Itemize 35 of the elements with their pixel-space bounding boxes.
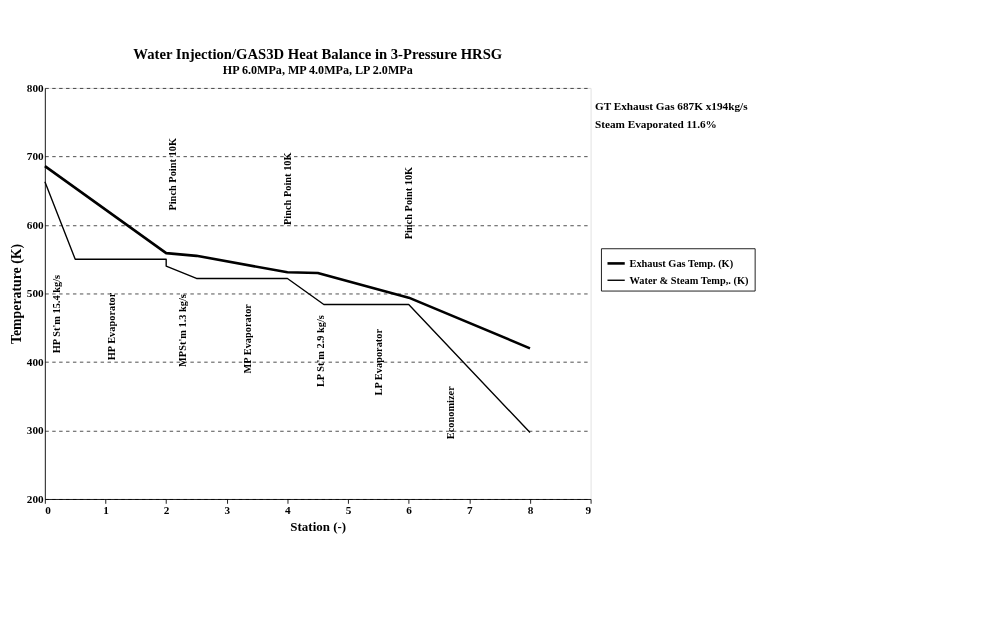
text: GT Exhaust Gas 687K x194kg/s: [594, 100, 749, 113]
x-tick-label: 3: [224, 504, 231, 517]
y-axis-title: Temperature (K): [8, 243, 25, 344]
y-tick-label: 400: [26, 355, 44, 368]
annotation: Economizer: [445, 385, 457, 440]
y-tick-label: 700: [26, 150, 44, 163]
annotation: HP St'm 15.4 kg/s: [51, 274, 63, 354]
legend-label: Exhaust Gas Temp. (K): [629, 257, 734, 270]
annotation: Pinch Point 10K: [281, 152, 293, 225]
x-axis-title: Station (-): [290, 518, 347, 534]
x-tick-label: 0: [45, 504, 52, 517]
annotation: MPSt'm 1.3 kg/s: [176, 294, 188, 367]
y-tick-label: 300: [26, 424, 44, 437]
annotation: HP Evaporator: [105, 292, 117, 361]
annotation: MP Evaporator: [242, 303, 254, 374]
x-tick-label: 2: [163, 504, 170, 517]
legend-label: Water & Steam Temp,. (K): [629, 274, 749, 287]
y-tick-label: 800: [26, 81, 44, 94]
x-tick-label: 4: [285, 504, 292, 517]
annotation: Pinch Point 10K: [166, 138, 178, 211]
annotation: LP Evaporator: [372, 328, 384, 396]
chart-subtitle: HP 6.0MPa, MP 4.0MPa, LP 2.0MPa: [222, 63, 413, 78]
y-tick-label: 600: [26, 218, 44, 231]
x-tick-label: 6: [406, 504, 413, 517]
annotation: Pinch Point 10K: [402, 166, 414, 240]
chart-title: Water Injection/GAS3D Heat Balance in 3-Pressure HRSG: [133, 45, 503, 62]
y-tick-label: 500: [26, 287, 44, 300]
x-tick-label: 5: [345, 504, 352, 517]
y-tick-label: 200: [26, 492, 44, 505]
x-tick-label: 8: [527, 504, 534, 517]
x-tick-label: 1: [103, 504, 110, 517]
x-tick-label: 7: [467, 504, 473, 517]
x-tick-label: 9: [585, 504, 592, 517]
text: Steam Evaporated 11.6%: [594, 117, 717, 130]
annotation: LP St'm 2.9 kg/s: [314, 315, 326, 388]
